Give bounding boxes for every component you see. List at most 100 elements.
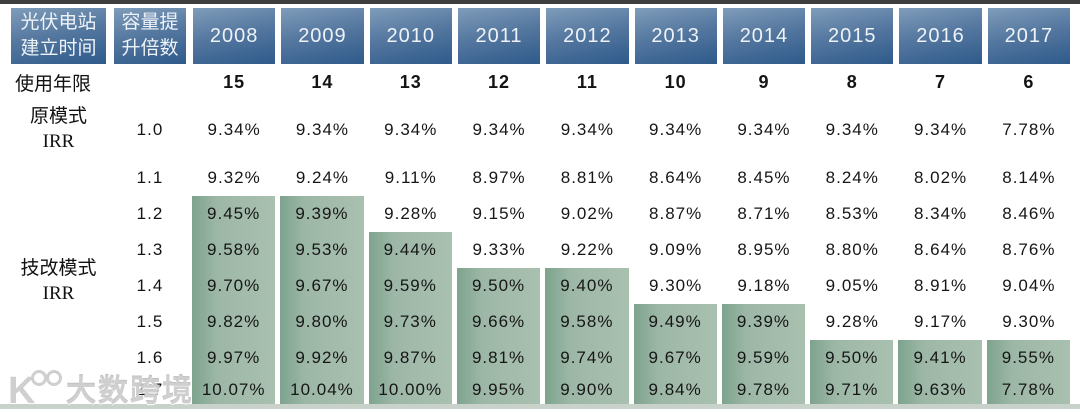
year-header-cell: 2016 — [899, 8, 982, 64]
row-label-spacer — [7, 304, 110, 340]
multiplier-cell: 1.4 — [136, 276, 164, 295]
irr-value-cell: 8.46% — [1002, 204, 1056, 223]
irr-value-cell: 8.34% — [913, 204, 968, 223]
irr-value-cell-highlighted: 9.50% — [808, 340, 896, 376]
lifetime-value-cell: 10 — [664, 71, 687, 92]
irr-value-cell: 9.34% — [472, 120, 526, 139]
irr-value-cell: 9.02% — [560, 204, 614, 223]
irr-value-cell-highlighted: 10.04% — [278, 376, 366, 404]
irr-value-cell-highlighted: 9.55% — [985, 340, 1073, 376]
irr-value-cell: 9.30% — [1002, 312, 1056, 331]
irr-value-cell: 8.87% — [649, 204, 703, 223]
irr-value-cell-highlighted: 9.41% — [896, 340, 984, 376]
original-irr-label: 原模式 IRR — [7, 100, 110, 160]
year-header-cell: 2008 — [193, 8, 276, 64]
lifetime-value-cell: 14 — [311, 71, 334, 92]
lifetime-value-cell: 7 — [935, 71, 947, 92]
irr-value-cell-highlighted: 10.07% — [190, 376, 278, 404]
irr-value-cell: 9.34% — [560, 120, 614, 139]
irr-value-cell: 9.34% — [825, 120, 879, 139]
lifetime-label: 使用年限 — [15, 73, 92, 95]
row-label-spacer — [7, 160, 110, 196]
header-plant-time-line2: 建立时间 — [20, 38, 97, 59]
irr-value-cell: 9.11% — [384, 168, 437, 187]
lifetime-empty-cell — [110, 64, 190, 100]
top-border-line — [0, 0, 1080, 4]
irr-value-cell: 9.33% — [472, 240, 526, 259]
header-capacity-cell: 容量提 升倍数 — [114, 8, 186, 64]
lifetime-value-cell: 11 — [576, 71, 598, 92]
header-capacity-line1: 容量提 — [121, 12, 179, 34]
irr-value-cell-highlighted: 9.40% — [543, 268, 631, 304]
irr-value-cell: 9.18% — [737, 276, 791, 295]
irr-value-cell-highlighted: 7.78% — [985, 376, 1073, 404]
irr-value-cell: 8.95% — [737, 240, 791, 259]
original-irr-row: 原模式 IRR 1.0 9.34% 9.34% 9.34% 9.34% 9.34% 9.3… — [0, 100, 1080, 160]
upgrade-irr-row: 1.5 9.82% 9.80% 9.73% 9.66% 9.58% 9.49% 9.39% 9.… — [0, 304, 1080, 340]
irr-value-cell: 8.64% — [913, 240, 968, 259]
irr-value-cell-highlighted: 9.45% — [190, 196, 278, 232]
irr-value-cell: 8.97% — [472, 168, 526, 187]
irr-value-cell: 9.34% — [384, 120, 438, 139]
row-label-spacer — [7, 232, 110, 268]
upgrade-irr-section: 技改模式 IRR 1.1 9.32% 9.24% 9.11% 8.97% 8.81% 8.6… — [0, 160, 1080, 404]
irr-value-cell-highlighted: 9.66% — [455, 304, 543, 340]
irr-value-cell: 8.81% — [560, 168, 614, 187]
irr-value-cell-highlighted: 9.74% — [543, 340, 631, 376]
lifetime-value-cell: 8 — [846, 71, 858, 92]
irr-value-cell-highlighted: 9.80% — [278, 304, 366, 340]
table-header-row: 光伏电站 建立时间 容量提 升倍数 2008 2009 2010 2011 2012 20… — [0, 8, 1080, 64]
irr-value-cell: 8.14% — [1002, 168, 1056, 187]
irr-value-cell: 9.17% — [913, 312, 968, 331]
irr-value-cell: 8.76% — [1002, 240, 1056, 259]
irr-value-cell-highlighted: 10.00% — [367, 376, 455, 404]
year-header-cell: 2017 — [987, 8, 1070, 64]
irr-value-cell: 7.78% — [1002, 120, 1056, 139]
lifetime-value-cell: 15 — [223, 71, 246, 92]
multiplier-cell: 1.6 — [136, 348, 164, 367]
upgrade-irr-row: 1.2 9.45% 9.39% 9.28% 9.15% 9.02% 8.87% 8.71% 8.… — [0, 196, 1080, 232]
irr-value-cell: 8.80% — [825, 240, 879, 259]
irr-value-cell: 9.09% — [649, 240, 703, 259]
year-header-cell: 2011 — [457, 8, 541, 64]
watermark: K 大数跨境 — [6, 366, 194, 410]
upgrade-irr-row: 1.3 9.58% 9.53% 9.44% 9.33% 9.22% 9.09% 8.95% 8.… — [0, 232, 1080, 268]
multiplier-cell: 1.2 — [136, 204, 164, 223]
irr-value-cell-highlighted: 9.82% — [190, 304, 278, 340]
irr-value-cell-highlighted: 9.63% — [896, 376, 984, 404]
irr-value-cell-highlighted: 9.73% — [367, 304, 455, 340]
irr-value-cell: 8.45% — [737, 168, 791, 187]
irr-value-cell: 8.53% — [825, 204, 879, 223]
irr-value-cell-highlighted: 9.58% — [190, 232, 278, 268]
irr-value-cell-highlighted: 9.90% — [543, 376, 631, 404]
irr-value-cell-highlighted: 9.58% — [543, 304, 631, 340]
irr-value-cell-highlighted: 9.78% — [720, 376, 808, 404]
original-multiplier-cell: 1.0 — [136, 120, 164, 139]
irr-value-cell: 9.28% — [825, 312, 879, 331]
irr-value-cell: 9.32% — [207, 168, 261, 187]
header-plant-time-line1: 光伏电站 — [20, 12, 97, 34]
lifetime-value-cell: 12 — [488, 71, 511, 92]
year-header-cell: 2012 — [546, 8, 629, 64]
upgrade-irr-row: 1.6 9.97% 9.92% 9.87% 9.81% 9.74% 9.67% 9.59% 9.… — [0, 340, 1080, 376]
irr-value-cell: 9.34% — [737, 120, 791, 139]
irr-value-cell: 9.04% — [1002, 276, 1056, 295]
row-label-spacer — [7, 196, 110, 232]
irr-value-cell: 8.64% — [649, 168, 703, 187]
irr-value-cell: 9.34% — [913, 120, 968, 139]
year-header-cell: 2009 — [281, 8, 364, 64]
irr-value-cell-highlighted: 9.49% — [632, 304, 720, 340]
upgrade-irr-row: 1.4 9.70% 9.67% 9.59% 9.50% 9.40% 9.30% 9.18% 9.… — [0, 268, 1080, 304]
year-header-cell: 2015 — [811, 8, 894, 64]
irr-value-cell-highlighted: 9.39% — [278, 196, 366, 232]
irr-value-cell-highlighted: 9.70% — [190, 268, 278, 304]
lifetime-value-cell: 9 — [758, 71, 770, 92]
irr-value-cell: 9.28% — [384, 204, 438, 223]
irr-value-cell-highlighted: 9.97% — [190, 340, 278, 376]
irr-value-cell: 9.05% — [825, 276, 879, 295]
multiplier-cell: 1.1 — [136, 168, 164, 187]
irr-value-cell: 8.24% — [825, 168, 879, 187]
irr-value-cell-highlighted: 9.81% — [455, 340, 543, 376]
irr-value-cell-highlighted: 9.53% — [278, 232, 366, 268]
lifetime-row: 使用年限 15 14 13 12 11 10 9 8 7 6 — [0, 64, 1080, 100]
